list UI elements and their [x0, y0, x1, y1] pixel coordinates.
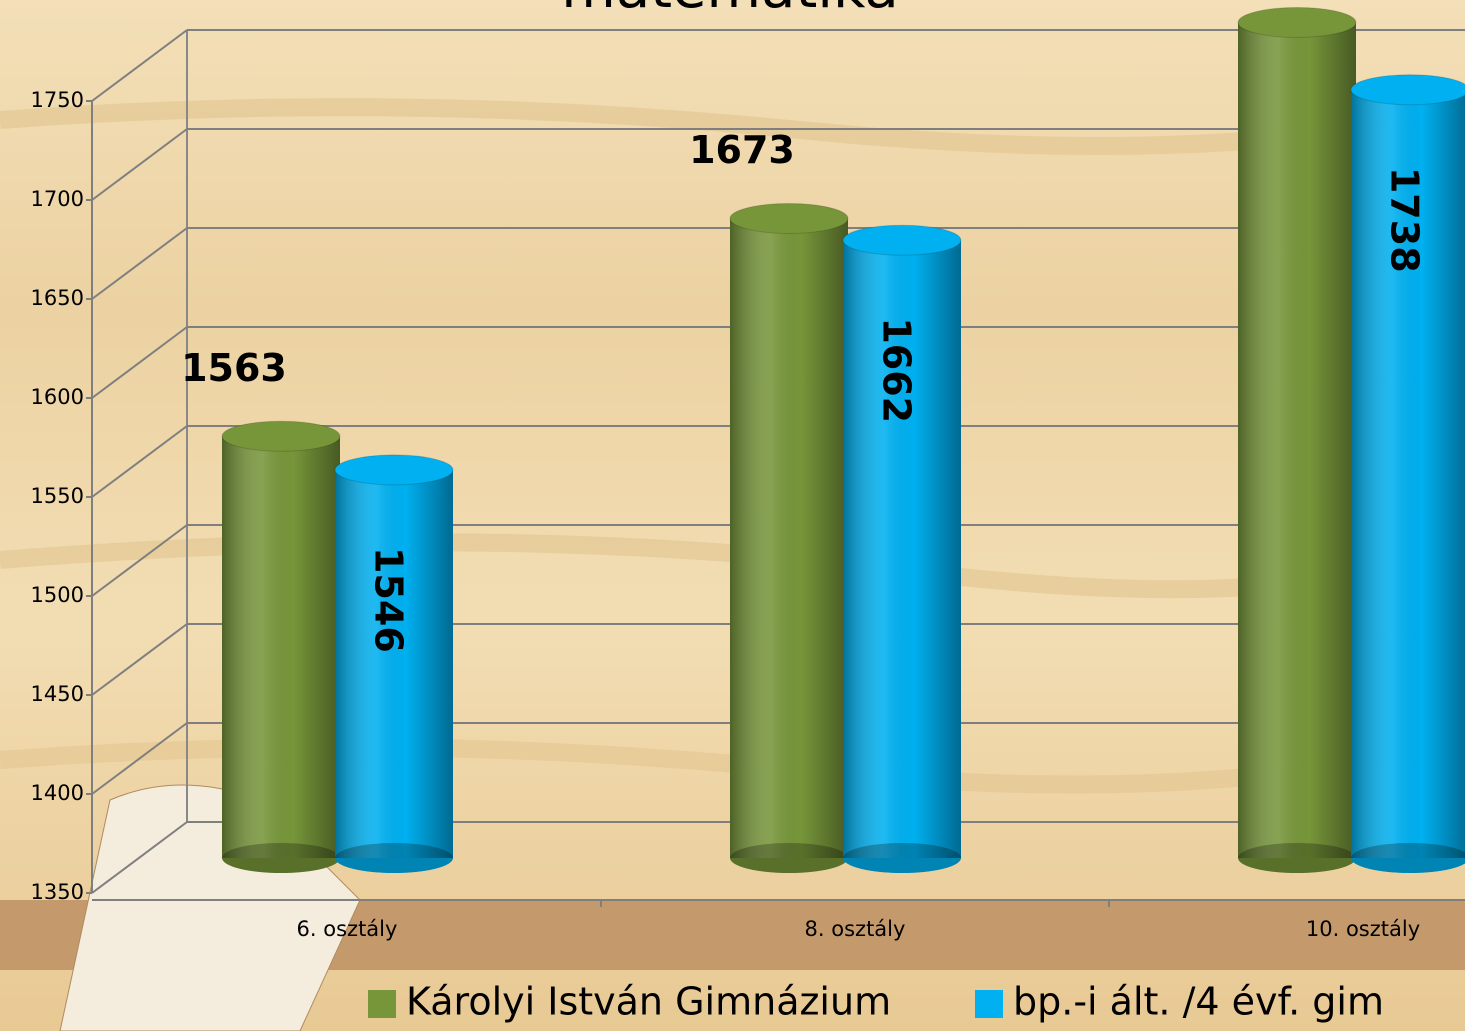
y-tick-label: 1700 — [31, 187, 84, 211]
legend-swatch — [975, 990, 1003, 1018]
y-tick-label: 1350 — [31, 880, 84, 904]
chart-title: matematika — [561, 0, 898, 21]
bar-shade — [1238, 22, 1356, 858]
y-tick-label: 1500 — [31, 583, 84, 607]
y-tick-label: 1400 — [31, 781, 84, 805]
x-tick-label: 6. osztály — [297, 917, 398, 941]
y-tick-label: 1750 — [31, 88, 84, 112]
value-label: 1563 — [181, 346, 287, 390]
bar-bottom-shade — [335, 843, 453, 873]
legend-label: bp.-i ált. /4 évf. gim — [1013, 980, 1384, 1024]
bar-top — [843, 225, 961, 255]
value-label: 1662 — [875, 317, 919, 423]
bar-bottom-shade — [1351, 843, 1465, 873]
bar-top — [730, 203, 848, 233]
legend-label: Károlyi István Gimnázium — [406, 980, 891, 1024]
value-label: 1546 — [367, 547, 411, 653]
bar-shade — [335, 470, 453, 858]
bar-bottom-shade — [730, 843, 848, 873]
bar-shade — [730, 218, 848, 858]
y-tick-label: 1600 — [31, 385, 84, 409]
y-tick-label: 1550 — [31, 484, 84, 508]
bar-shade — [222, 436, 340, 858]
legend-swatch — [368, 990, 396, 1018]
x-tick-label: 8. osztály — [805, 917, 906, 941]
value-label: 1673 — [689, 128, 795, 172]
y-tick-label: 1450 — [31, 682, 84, 706]
bar-bottom-shade — [1238, 843, 1356, 873]
y-tick-label: 1650 — [31, 286, 84, 310]
bar-top — [335, 455, 453, 485]
bar-top — [1351, 75, 1465, 105]
bar-bottom-shade — [222, 843, 340, 873]
x-tick-label: 10. osztály — [1306, 917, 1420, 941]
chart: matematika 1350 1400 1450 1500 1550 1600 1650 1… — [0, 0, 1465, 1031]
bar-bottom-shade — [843, 843, 961, 873]
bar-top — [1238, 7, 1356, 37]
value-label: 1738 — [1383, 167, 1427, 273]
bar-top — [222, 421, 340, 451]
